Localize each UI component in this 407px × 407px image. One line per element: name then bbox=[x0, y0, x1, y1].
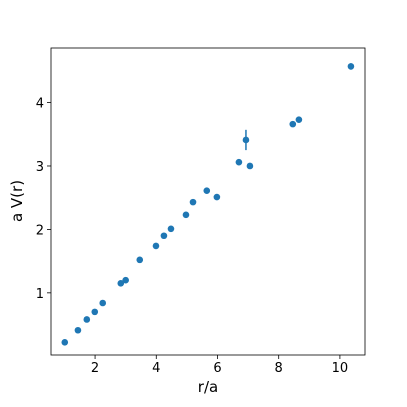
point bbox=[91, 308, 99, 316]
point bbox=[189, 198, 197, 206]
x-tick-label: 4 bbox=[152, 361, 160, 376]
point bbox=[347, 63, 355, 70]
point bbox=[152, 242, 160, 250]
y-axis-label: a V(r) bbox=[8, 180, 26, 222]
point bbox=[242, 136, 250, 144]
x-tick-label: 8 bbox=[275, 361, 283, 376]
point bbox=[182, 211, 190, 219]
point bbox=[61, 339, 69, 346]
point bbox=[167, 225, 175, 233]
point bbox=[213, 193, 221, 201]
y-tick-label: 4 bbox=[36, 97, 44, 112]
point bbox=[203, 187, 211, 195]
point bbox=[74, 326, 82, 334]
point bbox=[122, 276, 129, 284]
point bbox=[289, 120, 297, 128]
x-tick-label: 6 bbox=[213, 361, 221, 376]
point bbox=[246, 162, 254, 170]
point bbox=[99, 299, 107, 307]
y-tick-label: 2 bbox=[36, 223, 44, 238]
point bbox=[83, 316, 91, 323]
y-tick-label: 3 bbox=[36, 160, 44, 175]
point bbox=[117, 280, 125, 287]
point bbox=[295, 116, 303, 123]
x-tick-label: 10 bbox=[332, 361, 349, 376]
plot-frame bbox=[50, 47, 366, 356]
y-tick-label: 1 bbox=[36, 287, 44, 302]
x-tick-label: 2 bbox=[91, 361, 99, 376]
x-axis-label: r/a bbox=[198, 378, 218, 396]
point bbox=[235, 158, 243, 166]
point bbox=[136, 256, 144, 264]
point bbox=[160, 232, 168, 240]
